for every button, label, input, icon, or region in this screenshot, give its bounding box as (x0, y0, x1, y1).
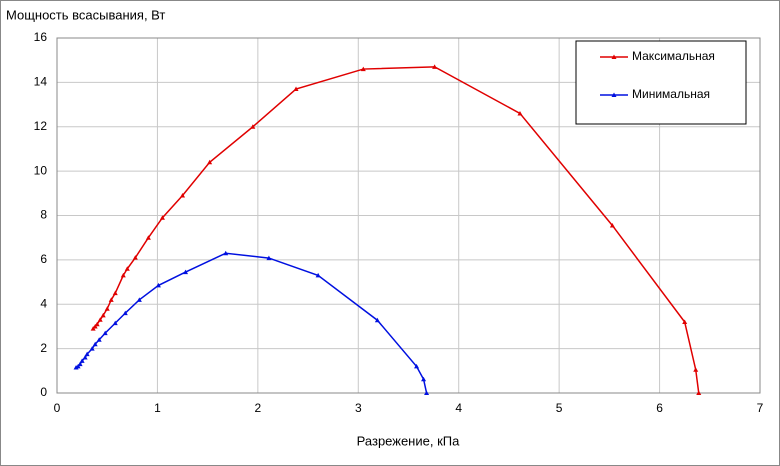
point (124, 266, 130, 271)
y-tick-label: 14 (34, 75, 48, 89)
point (696, 390, 702, 395)
point (100, 312, 106, 318)
x-tick-label: 5 (556, 401, 563, 415)
point (120, 272, 126, 278)
point (183, 269, 189, 275)
x-tick-label: 2 (255, 401, 262, 415)
x-tick-label: 4 (455, 401, 462, 415)
point (97, 317, 103, 322)
legend-box (575, 40, 747, 125)
point (432, 64, 438, 69)
point (159, 215, 165, 220)
point (266, 255, 272, 261)
legend-label: Минимальная (632, 87, 710, 101)
point (92, 341, 98, 347)
point (414, 363, 420, 369)
legend-marker (611, 54, 617, 59)
point (609, 222, 615, 228)
point (293, 86, 299, 92)
point (424, 390, 430, 395)
point (693, 367, 699, 372)
x-tick-label: 3 (355, 401, 362, 415)
point (207, 159, 213, 165)
point (223, 250, 229, 256)
point (82, 355, 88, 360)
y-tick-label: 12 (34, 119, 48, 133)
point (360, 66, 366, 72)
y-axis-label: Мощность всасывания, Вт (6, 7, 165, 22)
point (108, 297, 114, 302)
x-tick-label: 1 (154, 401, 161, 415)
y-tick-label: 16 (34, 30, 48, 44)
point (89, 346, 95, 351)
point (77, 361, 83, 367)
y-tick-label: 0 (40, 385, 47, 399)
point (84, 351, 90, 357)
point (180, 193, 186, 198)
plot-frame (56, 37, 761, 394)
point (315, 272, 321, 278)
point (104, 306, 110, 311)
point (421, 376, 427, 382)
point (155, 282, 161, 288)
y-tick-label: 8 (40, 208, 47, 222)
point (112, 320, 118, 326)
point (96, 337, 102, 342)
y-tick-label: 2 (40, 341, 47, 355)
point (517, 110, 523, 116)
legend-marker (611, 92, 617, 97)
y-tick-label: 4 (40, 296, 47, 310)
point (136, 297, 142, 302)
point (94, 321, 100, 327)
y-tick-label: 10 (34, 163, 48, 177)
point (79, 358, 85, 363)
point (122, 310, 128, 316)
point (112, 290, 118, 296)
x-tick-label: 0 (54, 401, 61, 415)
x-tick-label: 6 (656, 401, 663, 415)
y-tick-label: 6 (40, 252, 47, 266)
point (145, 235, 151, 240)
x-axis-label: Разрежение, кПа (357, 433, 460, 448)
point (250, 124, 256, 129)
point (682, 319, 688, 324)
x-tick-label: 7 (757, 401, 764, 415)
point (102, 330, 108, 336)
point (374, 317, 380, 323)
legend-label: Максимальная (632, 49, 715, 63)
point (132, 255, 138, 260)
